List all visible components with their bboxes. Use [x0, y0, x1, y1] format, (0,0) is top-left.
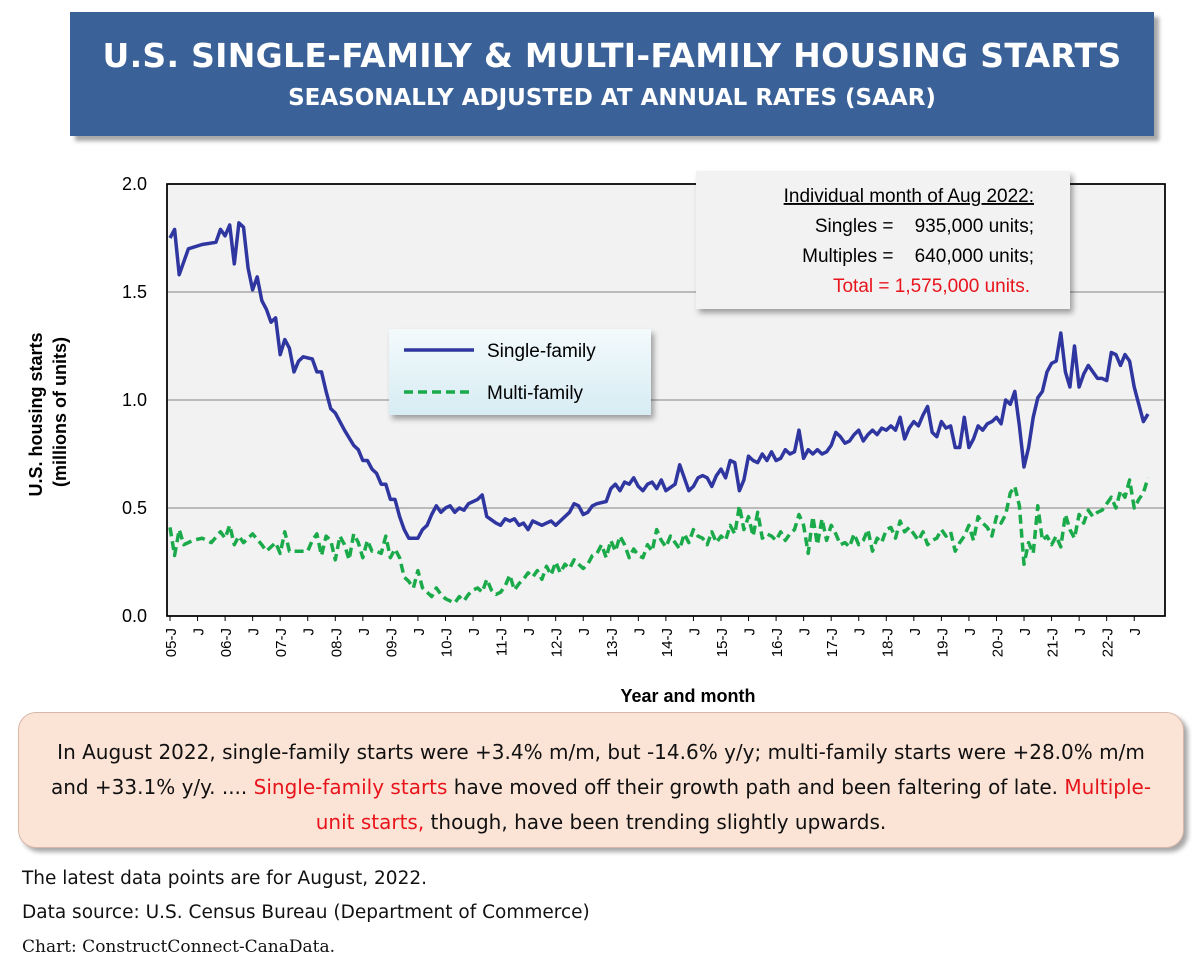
callout-text-1: In August 2022, single-family starts wer…: [50, 740, 1145, 799]
x-tick-label: 13-J: [604, 628, 621, 657]
x-tick-label: 18-J: [879, 628, 896, 657]
annotation-heading: Individual month of Aug 2022:: [784, 186, 1034, 207]
x-tick-label: 11-J: [494, 628, 511, 656]
y-tick-label: 1.5: [122, 282, 147, 302]
annotation-bg: [696, 171, 1070, 309]
y-axis-label: U.S. housing starts (millions of units): [26, 327, 70, 496]
commentary-callout: In August 2022, single-family starts wer…: [18, 712, 1184, 848]
x-tick-label: J: [576, 628, 593, 636]
x-tick-label: J: [191, 628, 208, 636]
y-tick-label: 1.0: [122, 390, 147, 410]
x-tick-label: 07-J: [273, 628, 290, 657]
chart-subtitle: SEASONALLY ADJUSTED AT ANNUAL RATES (SAA…: [288, 85, 936, 111]
x-tick-label: J: [907, 628, 924, 636]
x-tick-label: J: [466, 628, 483, 636]
y-tick-label: 0.5: [122, 498, 147, 518]
x-tick-label: 17-J: [824, 628, 841, 657]
footer-latest-data: The latest data points are for August, 2…: [22, 868, 428, 889]
legend-multi-label: Multi-family: [487, 383, 584, 404]
x-tick-label: 22-J: [1100, 628, 1117, 657]
x-tick-label: J: [686, 628, 703, 636]
x-tick-label: 09-J: [383, 628, 400, 657]
x-tick-label: J: [356, 628, 373, 636]
x-tick-label: J: [1017, 628, 1034, 636]
x-tick-label: J: [521, 628, 538, 636]
y-tick-label: 2.0: [122, 174, 147, 194]
x-tick-label: J: [301, 628, 318, 636]
y-tick-label: 0.0: [122, 606, 147, 626]
x-tick-label: 15-J: [714, 628, 731, 657]
footer-chart-credit: Chart: ConstructConnect-CanaData.: [22, 937, 336, 957]
x-tick-label: J: [962, 628, 979, 636]
x-tick-label: 21-J: [1045, 628, 1062, 657]
callout-text-2: have moved off their growth path and bee…: [447, 775, 1065, 799]
x-tick-label: 06-J: [218, 628, 235, 657]
x-tick-label: J: [1072, 628, 1089, 636]
x-axis-label: Year and month: [620, 686, 755, 706]
x-tick-label: 20-J: [989, 628, 1006, 657]
footer-data-source: Data source: U.S. Census Bureau (Departm…: [22, 902, 590, 923]
x-tick-label: 16-J: [769, 628, 786, 657]
annotation-box: Individual month of Aug 2022: Singles = …: [696, 171, 1070, 309]
x-tick-label: J: [797, 628, 814, 636]
housing-starts-chart: 0.0 0.5 1.0 1.5 2.0 05-J J 06-J J 07-J J 08-J J 09-J…: [26, 171, 1166, 706]
callout-text-3: though, have been trending slightly upwa…: [424, 810, 887, 834]
annotation-total: Total = 1,575,000 units.: [833, 276, 1030, 297]
x-tick-label: 10-J: [438, 628, 455, 657]
x-tick-label: J: [1127, 628, 1144, 636]
legend-box: [389, 329, 651, 415]
x-tick-label: J: [411, 628, 428, 636]
x-tick-label: J: [852, 628, 869, 636]
chart-title: U.S. SINGLE-FAMILY & MULTI-FAMILY HOUSIN…: [102, 36, 1122, 75]
x-tick-label: 12-J: [549, 628, 566, 657]
x-tick-label: 14-J: [659, 628, 676, 657]
x-tick-label: J: [631, 628, 648, 636]
callout-highlight-single: Single-family starts: [253, 775, 448, 799]
series-single-family-line: [168, 221, 1150, 540]
series-multi-family-line: [168, 477, 1150, 605]
x-tick-label: 19-J: [934, 628, 951, 657]
x-tick-label: J: [742, 628, 759, 636]
annotation-singles: Singles = 935,000 units;: [815, 216, 1034, 237]
callout-highlight-multi: Multiple-unit starts,: [315, 775, 1152, 834]
x-tick-label: 08-J: [328, 628, 345, 657]
x-tick-label: J: [246, 628, 263, 636]
x-tick-label: 05-J: [163, 628, 180, 657]
annotation-multiples: Multiples = 640,000 units;: [802, 246, 1034, 267]
legend: Single-family Multi-family: [389, 329, 651, 415]
legend-single-label: Single-family: [487, 341, 596, 362]
title-banner: U.S. SINGLE-FAMILY & MULTI-FAMILY HOUSIN…: [70, 12, 1154, 136]
